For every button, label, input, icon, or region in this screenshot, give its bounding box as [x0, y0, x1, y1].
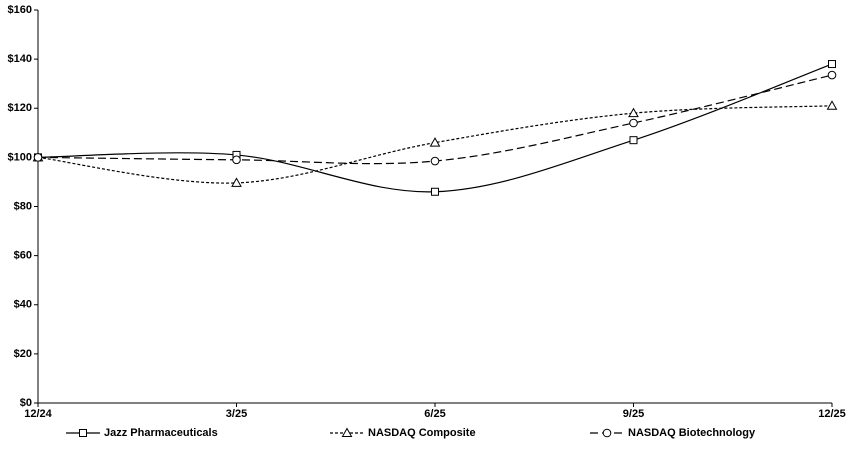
series-line — [37, 63, 833, 193]
y-tick-label: $140 — [8, 53, 32, 65]
marker — [429, 137, 441, 147]
y-tick-label: $20 — [14, 348, 32, 360]
y-tick-label: $40 — [14, 299, 32, 311]
x-tick-label: 9/25 — [623, 408, 644, 420]
marker — [431, 187, 439, 196]
legend-label: NASDAQ Composite — [368, 427, 476, 439]
y-tick-label: $100 — [8, 151, 32, 163]
marker — [341, 427, 353, 437]
marker — [628, 107, 639, 118]
x-tick-label: 6/25 — [424, 408, 445, 420]
marker — [629, 118, 638, 128]
marker — [602, 428, 612, 438]
marker — [826, 100, 838, 110]
legend-label: Jazz Pharmaceuticals — [104, 427, 218, 439]
y-tick-label: $80 — [14, 200, 32, 212]
y-tick-label: $120 — [8, 102, 32, 114]
legend-label: NASDAQ Biotechnology — [628, 427, 756, 439]
y-tick-label: $60 — [14, 250, 32, 262]
marker — [629, 136, 638, 145]
y-tick-label: $160 — [8, 4, 32, 16]
marker — [430, 156, 440, 166]
x-tick-label: 12/24 — [24, 408, 52, 420]
series-line — [37, 105, 833, 184]
marker — [231, 177, 242, 187]
y-tick-label: $0 — [20, 397, 32, 409]
marker — [232, 155, 241, 165]
marker — [827, 70, 837, 80]
series-line — [37, 74, 833, 165]
marker — [79, 429, 87, 437]
marker — [33, 153, 43, 162]
x-tick-label: 3/25 — [226, 408, 247, 420]
x-tick-label: 12/25 — [818, 408, 846, 420]
marker — [828, 60, 836, 69]
